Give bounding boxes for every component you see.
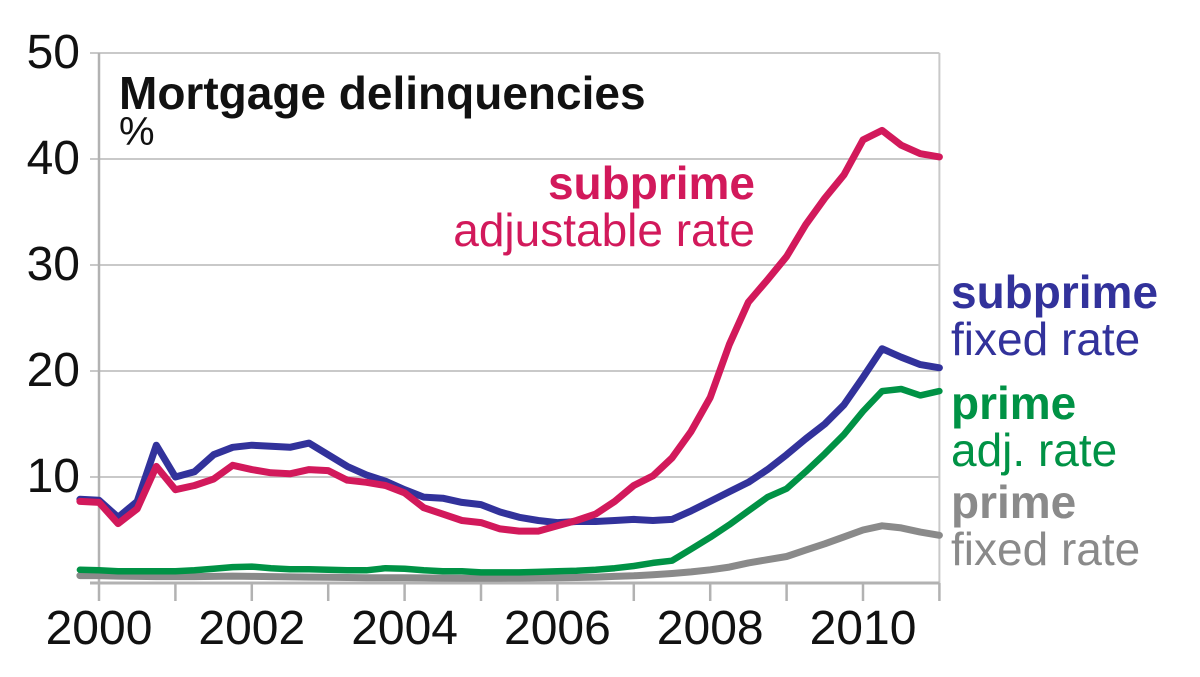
series-line-prime-frm bbox=[76, 522, 943, 582]
y-tick-label-50: 50 bbox=[26, 26, 80, 79]
y-tick-label-40: 40 bbox=[26, 132, 80, 185]
x-tick-label-2008: 2008 bbox=[656, 602, 764, 655]
legend-prime-frm-line2: fixed rate bbox=[951, 523, 1141, 575]
legend-subprime-adjustable-rate: subprime adjustable rate bbox=[453, 160, 755, 254]
legend-prime-adjustable-rate: prime adj. rate bbox=[951, 380, 1117, 474]
x-tick-label-2010: 2010 bbox=[809, 602, 917, 655]
y-tick-label-30: 30 bbox=[26, 238, 80, 291]
legend-prime-frm-line1: prime bbox=[951, 476, 1077, 528]
legend-subprime-fixed-rate: subprime fixed rate bbox=[951, 269, 1158, 363]
x-tick-label-2006: 2006 bbox=[504, 602, 611, 655]
legend-prime-fixed-rate: prime fixed rate bbox=[951, 479, 1140, 573]
legend-prime-arm-line1: prime bbox=[951, 377, 1077, 429]
y-tick-label-20: 20 bbox=[26, 344, 80, 397]
x-tick-label-2000: 2000 bbox=[45, 602, 153, 655]
series-line-subprime-frm bbox=[76, 345, 943, 527]
chart-title: Mortgage delinquencies bbox=[119, 67, 646, 119]
legend-subprime-frm-line1: subprime bbox=[951, 266, 1159, 318]
legend-subprime-frm-line2: fixed rate bbox=[951, 313, 1141, 365]
y-axis-unit-label: % bbox=[119, 110, 155, 154]
series-line-subprime-arm bbox=[76, 126, 943, 535]
series-line-prime-arm bbox=[76, 385, 943, 576]
legend-prime-arm-line2: adj. rate bbox=[951, 424, 1118, 476]
x-tick-label-2002: 2002 bbox=[198, 602, 306, 655]
legend-subprime-arm-line1: subprime bbox=[547, 157, 755, 209]
y-tick-label-10: 10 bbox=[26, 450, 80, 503]
legend-subprime-arm-line2: adjustable rate bbox=[453, 204, 755, 256]
x-tick-label-2004: 2004 bbox=[351, 602, 458, 655]
